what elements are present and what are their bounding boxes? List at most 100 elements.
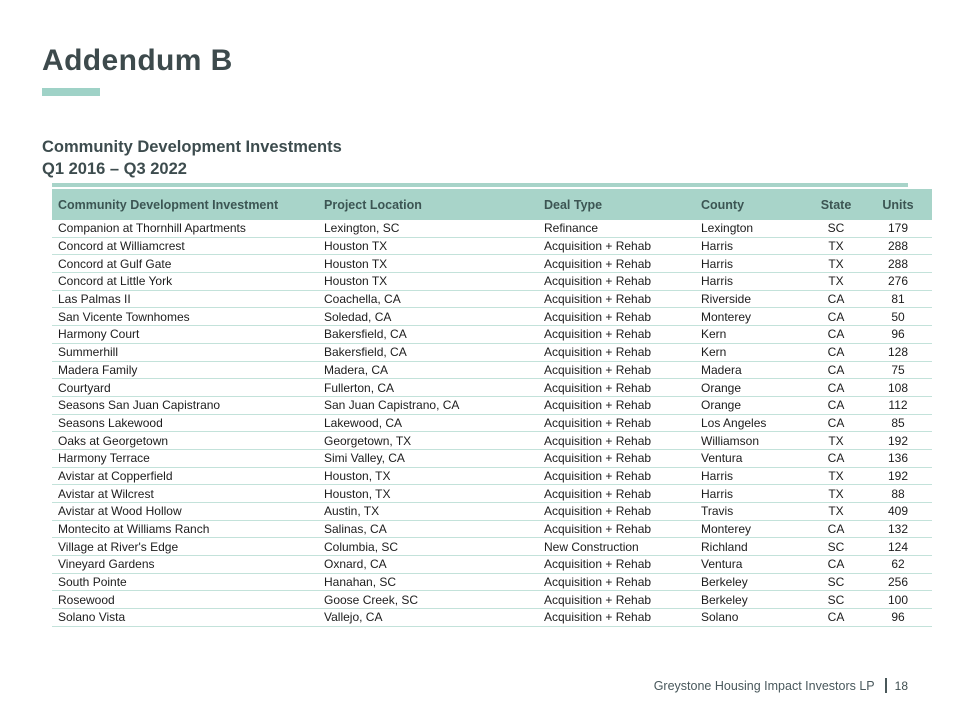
table-row: Concord at Williamcrest Houston TX Acquisi…	[52, 237, 932, 256]
table-cell: 85	[864, 414, 932, 433]
table-cell: CA	[808, 396, 864, 415]
table-cell: 124	[864, 537, 932, 557]
table-row: Concord at Little York Houston TX Acquisit…	[52, 272, 932, 291]
table-cell: TX	[808, 254, 864, 274]
table-cell: SC	[808, 573, 864, 592]
table-heading: Community Development Investments Q1 201…	[42, 136, 342, 180]
table-cell: Goose Creek, SC	[318, 590, 538, 610]
table-cell: Acquisition + Rehab	[538, 608, 695, 627]
table-cell: Refinance	[538, 220, 695, 238]
table-cell: Madera, CA	[318, 361, 538, 380]
table-cell: Montecito at Williams Ranch	[52, 520, 318, 539]
table-cell: Simi Valley, CA	[318, 449, 538, 468]
table-cell: 132	[864, 520, 932, 539]
table-cell: Acquisition + Rehab	[538, 343, 695, 362]
table-cell: Fullerton, CA	[318, 378, 538, 397]
column-header-units: Units	[864, 189, 932, 220]
table-cell: Concord at Little York	[52, 272, 318, 291]
table-row: Rosewood Goose Creek, SC Acquisition + Reh…	[52, 590, 932, 610]
table-cell: CA	[808, 290, 864, 309]
table-cell: SC	[808, 590, 864, 610]
table-cell: 256	[864, 573, 932, 592]
table-header: Community Development Investment Project…	[52, 189, 932, 220]
table-cell: Orange	[695, 378, 808, 397]
table-cell: San Juan Capistrano, CA	[318, 396, 538, 415]
table-cell: Georgetown, TX	[318, 431, 538, 450]
table-cell: Acquisition + Rehab	[538, 254, 695, 274]
table-cell: Acquisition + Rehab	[538, 555, 695, 574]
column-header-investment: Community Development Investment	[52, 189, 318, 220]
table-cell: 192	[864, 431, 932, 450]
table-cell: Monterey	[695, 307, 808, 327]
table-cell: Houston, TX	[318, 467, 538, 486]
column-header-state: State	[808, 189, 864, 220]
table-cell: TX	[808, 237, 864, 256]
table-row: Las Palmas II Coachella, CA Acquisition + …	[52, 290, 932, 309]
table-cell: 288	[864, 254, 932, 274]
table-cell: Solano	[695, 608, 808, 627]
table-cell: CA	[808, 520, 864, 539]
table-cell: Acquisition + Rehab	[538, 378, 695, 397]
table-cell: Acquisition + Rehab	[538, 520, 695, 539]
table-row: Companion at Thornhill Apartments Lexingt…	[52, 220, 932, 238]
table-cell: Solano Vista	[52, 608, 318, 627]
table-cell: 128	[864, 343, 932, 362]
table-cell: 88	[864, 484, 932, 503]
slide-footer: Greystone Housing Impact Investors LP 18	[654, 678, 908, 693]
table-row: Montecito at Williams Ranch Salinas, CA Ac…	[52, 520, 932, 539]
table-cell: Acquisition + Rehab	[538, 325, 695, 344]
table-cell: Salinas, CA	[318, 520, 538, 539]
table-cell: Riverside	[695, 290, 808, 309]
table-cell: Houston TX	[318, 254, 538, 274]
table-cell: 75	[864, 361, 932, 380]
table-cell: Vallejo, CA	[318, 608, 538, 627]
table-cell: Monterey	[695, 520, 808, 539]
table-row: Courtyard Fullerton, CA Acquisition + Reha…	[52, 378, 932, 397]
table-cell: Oxnard, CA	[318, 555, 538, 574]
table-row: Avistar at Wood Hollow Austin, TX Acquisit…	[52, 502, 932, 521]
table-row: Solano Vista Vallejo, CA Acquisition + Reh…	[52, 608, 932, 627]
table-cell: SC	[808, 537, 864, 557]
table-cell: 108	[864, 378, 932, 397]
table-cell: Berkeley	[695, 573, 808, 592]
table-cell: Columbia, SC	[318, 537, 538, 557]
table-cell: Los Angeles	[695, 414, 808, 433]
table-row: San Vicente Townhomes Soledad, CA Acquisit…	[52, 307, 932, 327]
table-top-accent-bar	[52, 183, 908, 187]
investments-table: Community Development Investment Project…	[52, 189, 932, 627]
table-row: Harmony Terrace Simi Valley, CA Acquisitio…	[52, 449, 932, 468]
table-cell: Acquisition + Rehab	[538, 573, 695, 592]
table-row: Village at River's Edge Columbia, SC New C…	[52, 537, 932, 557]
table-cell: 62	[864, 555, 932, 574]
table-cell: CA	[808, 414, 864, 433]
table-row: South Pointe Hanahan, SC Acquisition + Reh…	[52, 573, 932, 592]
table-cell: Kern	[695, 325, 808, 344]
table-cell: Acquisition + Rehab	[538, 467, 695, 486]
table-cell: Acquisition + Rehab	[538, 590, 695, 610]
table-cell: Village at River's Edge	[52, 537, 318, 557]
table-row: Madera Family Madera, CA Acquisition + Reh…	[52, 361, 932, 380]
table-row: Summerhill Bakersfield, CA Acquisition + R…	[52, 343, 932, 362]
table-cell: Concord at Gulf Gate	[52, 254, 318, 274]
table-cell: Richland	[695, 537, 808, 557]
table-cell: Harris	[695, 272, 808, 291]
table-cell: 96	[864, 325, 932, 344]
table-cell: CA	[808, 307, 864, 327]
column-header-deal-type: Deal Type	[538, 189, 695, 220]
table-cell: Harmony Terrace	[52, 449, 318, 468]
table-cell: Lakewood, CA	[318, 414, 538, 433]
table-cell: 100	[864, 590, 932, 610]
table-cell: 409	[864, 502, 932, 521]
investments-table-container: Community Development Investment Project…	[52, 183, 932, 627]
table-cell: San Vicente Townhomes	[52, 307, 318, 327]
table-cell: Acquisition + Rehab	[538, 502, 695, 521]
table-cell: Courtyard	[52, 378, 318, 397]
table-cell: Rosewood	[52, 590, 318, 610]
table-cell: Madera	[695, 361, 808, 380]
table-cell: Bakersfield, CA	[318, 325, 538, 344]
table-cell: Acquisition + Rehab	[538, 272, 695, 291]
table-cell: Harris	[695, 237, 808, 256]
table-cell: Houston TX	[318, 272, 538, 291]
table-cell: Vineyard Gardens	[52, 555, 318, 574]
